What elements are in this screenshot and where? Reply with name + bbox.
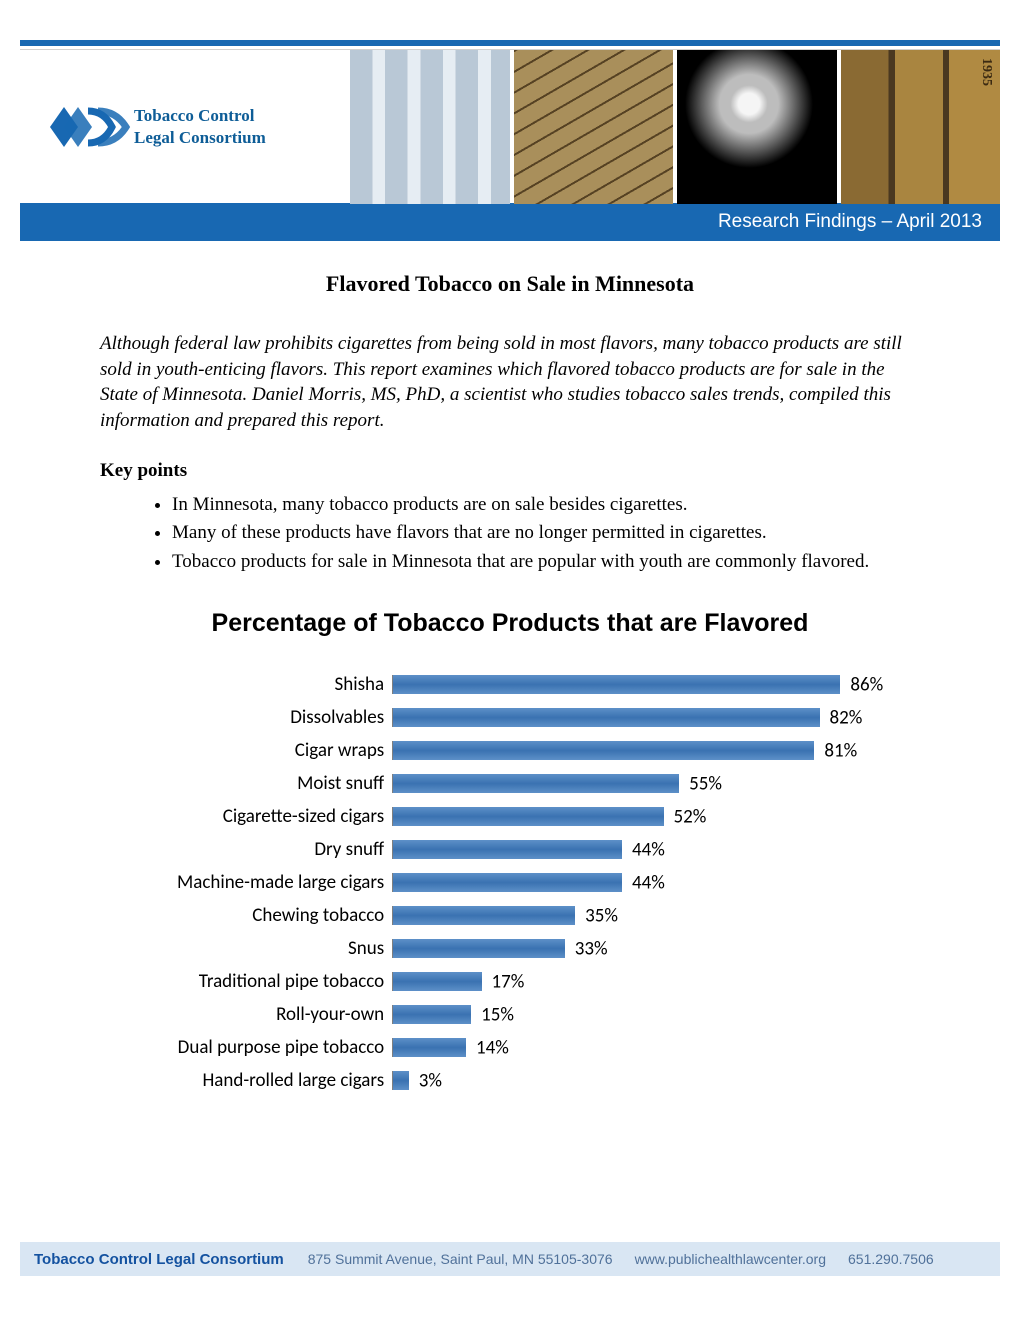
chart-row-label: Snus [140,937,392,960]
chart-row-label: Shisha [140,673,392,696]
chart-title: Percentage of Tobacco Products that are … [100,609,920,638]
chart-bar-track: 55% [392,774,900,793]
chart-row: Dual purpose pipe tobacco 14% [140,1031,900,1064]
chart-value-label: 44% [622,838,665,861]
chart-value-label: 82% [820,706,863,729]
header-photo-columns [350,50,510,204]
chart-row-label: Chewing tobacco [140,904,392,927]
header-photo-strip [350,50,1000,204]
chart-bar [393,906,575,925]
banner-bar: Research Findings – April 2013 [20,203,1000,241]
chart-row-label: Hand-rolled large cigars [140,1069,392,1092]
chart-bar-track: 3% [392,1071,900,1090]
chart-row: Traditional pipe tobacco 17% [140,965,900,998]
chart-row-label: Dry snuff [140,838,392,861]
org-name-line2: Legal Consortium [134,127,266,148]
chart-bar-track: 81% [392,741,900,760]
chart-value-label: 15% [471,1003,514,1026]
chart-value-label: 33% [565,937,608,960]
chart-bar [393,708,819,727]
chart-bar [393,840,622,859]
chart-bar-track: 15% [392,1005,900,1024]
key-point-item: In Minnesota, many tobacco products are … [172,492,920,519]
chart-row: Cigar wraps 81% [140,734,900,767]
chart-row: Cigarette-sized cigars 52% [140,800,900,833]
chart-bar-track: 44% [392,840,900,859]
chart-row: Roll-your-own 15% [140,998,900,1031]
chart-value-label: 14% [466,1036,509,1059]
chart-bar-track: 17% [392,972,900,991]
chart-value-label: 52% [664,805,707,828]
chart-row: Hand-rolled large cigars 3% [140,1064,900,1097]
chart-row-label: Moist snuff [140,772,392,795]
chart-bar-track: 82% [392,708,900,727]
chart-row-label: Machine-made large cigars [140,871,392,894]
chart-row: Dissolvables 82% [140,701,900,734]
chart-bar [393,972,481,991]
chart-bar [393,939,565,958]
chart-row-label: Roll-your-own [140,1003,392,1026]
intro-paragraph: Although federal law prohibits cigarette… [100,331,920,434]
chart-bar [393,675,840,694]
key-point-item: Many of these products have flavors that… [172,520,920,547]
footer-phone: 651.290.7506 [848,1251,934,1267]
chart-row-label: Traditional pipe tobacco [140,970,392,993]
chart-row-label: Cigarette-sized cigars [140,805,392,828]
logo-mark-icon [34,97,134,157]
chart-bar [393,774,679,793]
chart-row: Moist snuff 55% [140,767,900,800]
chart-value-label: 35% [575,904,618,927]
chart-row-label: Dual purpose pipe tobacco [140,1036,392,1059]
chart-value-label: 17% [482,970,525,993]
top-rule [20,40,1000,46]
chart-row-label: Cigar wraps [140,739,392,762]
chart-row: Chewing tobacco 35% [140,899,900,932]
chart-bar-track: 14% [392,1038,900,1057]
chart-row-label: Dissolvables [140,706,392,729]
header-photo-scroll [514,50,674,204]
document-title: Flavored Tobacco on Sale in Minnesota [100,271,920,297]
chart-row: Shisha 86% [140,668,900,701]
chart-bar [393,741,814,760]
chart-value-label: 55% [679,772,722,795]
chart-value-label: 81% [814,739,857,762]
footer-org: Tobacco Control Legal Consortium [34,1251,284,1268]
org-logo: Tobacco Control Legal Consortium [20,97,350,157]
chart-bar-track: 86% [392,675,900,694]
chart-bar-track: 44% [392,873,900,892]
chart-value-label: 44% [622,871,665,894]
chart-bar [393,873,622,892]
chart-value-label: 3% [409,1069,442,1092]
header-band: Tobacco Control Legal Consortium [20,49,1000,203]
bar-chart: Shisha 86% Dissolvables 82% Cigar wraps 81% Mo… [100,668,920,1097]
chart-bar [393,1038,466,1057]
header-photo-books [841,50,1001,204]
chart-row: Dry snuff 44% [140,833,900,866]
chart-bar [393,1071,409,1090]
chart-bar [393,1005,471,1024]
key-point-item: Tobacco products for sale in Minnesota t… [172,549,920,576]
footer-address: 875 Summit Avenue, Saint Paul, MN 55105-… [308,1251,613,1267]
chart-bar-track: 33% [392,939,900,958]
footer-url: www.publichealthlawcenter.org [635,1251,826,1267]
chart-bar [393,807,663,826]
key-points-heading: Key points [100,460,920,482]
chart-row: Machine-made large cigars 44% [140,866,900,899]
key-points-list: In Minnesota, many tobacco products are … [100,492,920,576]
chart-value-label: 86% [840,673,883,696]
chart-row: Snus 33% [140,932,900,965]
banner-label: Research Findings – April 2013 [718,211,982,232]
org-name-line1: Tobacco Control [134,105,266,126]
footer-bar: Tobacco Control Legal Consortium 875 Sum… [20,1242,1000,1276]
org-name: Tobacco Control Legal Consortium [134,105,266,148]
chart-bar-track: 52% [392,807,900,826]
chart-bar-track: 35% [392,906,900,925]
header-photo-smoke [677,50,837,204]
